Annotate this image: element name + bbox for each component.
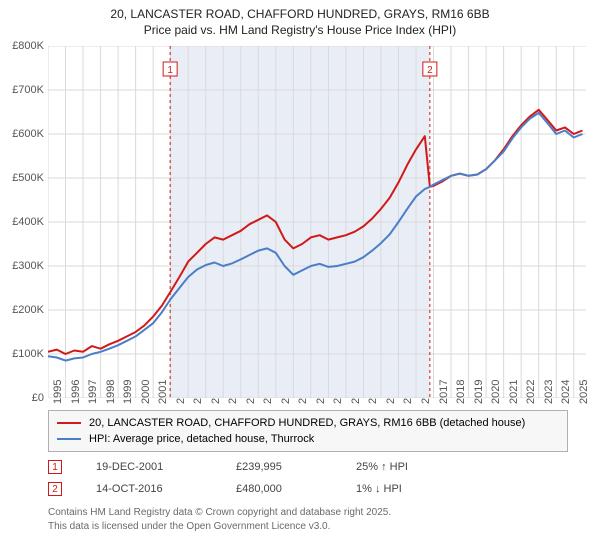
y-tick-label: £500K — [0, 172, 44, 184]
title-line-2: Price paid vs. HM Land Registry's House … — [0, 22, 600, 38]
sale-row: 2 14-OCT-2016£480,0001% ↓ HPI — [48, 478, 568, 500]
sale-marker: 2 — [48, 482, 62, 496]
legend-item: HPI: Average price, detached house, Thur… — [57, 431, 559, 447]
attribution: Contains HM Land Registry data © Crown c… — [48, 506, 568, 533]
chart-container: { "title": { "line1": "20, LANCASTER ROA… — [0, 0, 600, 560]
y-tick-label: £800K — [0, 40, 44, 52]
svg-text:2: 2 — [427, 65, 433, 76]
svg-text:1: 1 — [167, 65, 173, 76]
y-tick-label: £200K — [0, 304, 44, 316]
title-line-1: 20, LANCASTER ROAD, CHAFFORD HUNDRED, GR… — [0, 6, 600, 22]
attribution-line-2: This data is licensed under the Open Gov… — [48, 520, 568, 534]
legend-label: HPI: Average price, detached house, Thur… — [89, 433, 314, 445]
y-tick-label: £100K — [0, 348, 44, 360]
y-tick-label: £400K — [0, 216, 44, 228]
sale-marker: 1 — [48, 460, 62, 474]
y-tick-label: £700K — [0, 84, 44, 96]
legend-item: 20, LANCASTER ROAD, CHAFFORD HUNDRED, GR… — [57, 415, 559, 431]
y-tick-label: £300K — [0, 260, 44, 272]
y-tick-label: £0 — [0, 392, 44, 404]
sale-markers-list: 1 19-DEC-2001£239,99525% ↑ HPI 2 14-OCT-201… — [48, 456, 568, 500]
sale-price: £239,995 — [236, 461, 356, 473]
sale-delta: 25% ↑ HPI — [356, 461, 476, 473]
sale-row: 1 19-DEC-2001£239,99525% ↑ HPI — [48, 456, 568, 478]
legend: 20, LANCASTER ROAD, CHAFFORD HUNDRED, GR… — [48, 410, 568, 452]
y-tick-label: £600K — [0, 128, 44, 140]
sale-date: 19-DEC-2001 — [96, 461, 236, 473]
chart-svg: 12 — [48, 46, 586, 398]
sale-price: £480,000 — [236, 483, 356, 495]
attribution-line-1: Contains HM Land Registry data © Crown c… — [48, 506, 568, 520]
legend-label: 20, LANCASTER ROAD, CHAFFORD HUNDRED, GR… — [89, 417, 525, 429]
legend-swatch — [57, 422, 81, 424]
legend-swatch — [57, 438, 81, 440]
chart-title: 20, LANCASTER ROAD, CHAFFORD HUNDRED, GR… — [0, 0, 600, 38]
sale-date: 14-OCT-2016 — [96, 483, 236, 495]
sale-delta: 1% ↓ HPI — [356, 483, 476, 495]
plot-area: 12 — [48, 46, 586, 398]
